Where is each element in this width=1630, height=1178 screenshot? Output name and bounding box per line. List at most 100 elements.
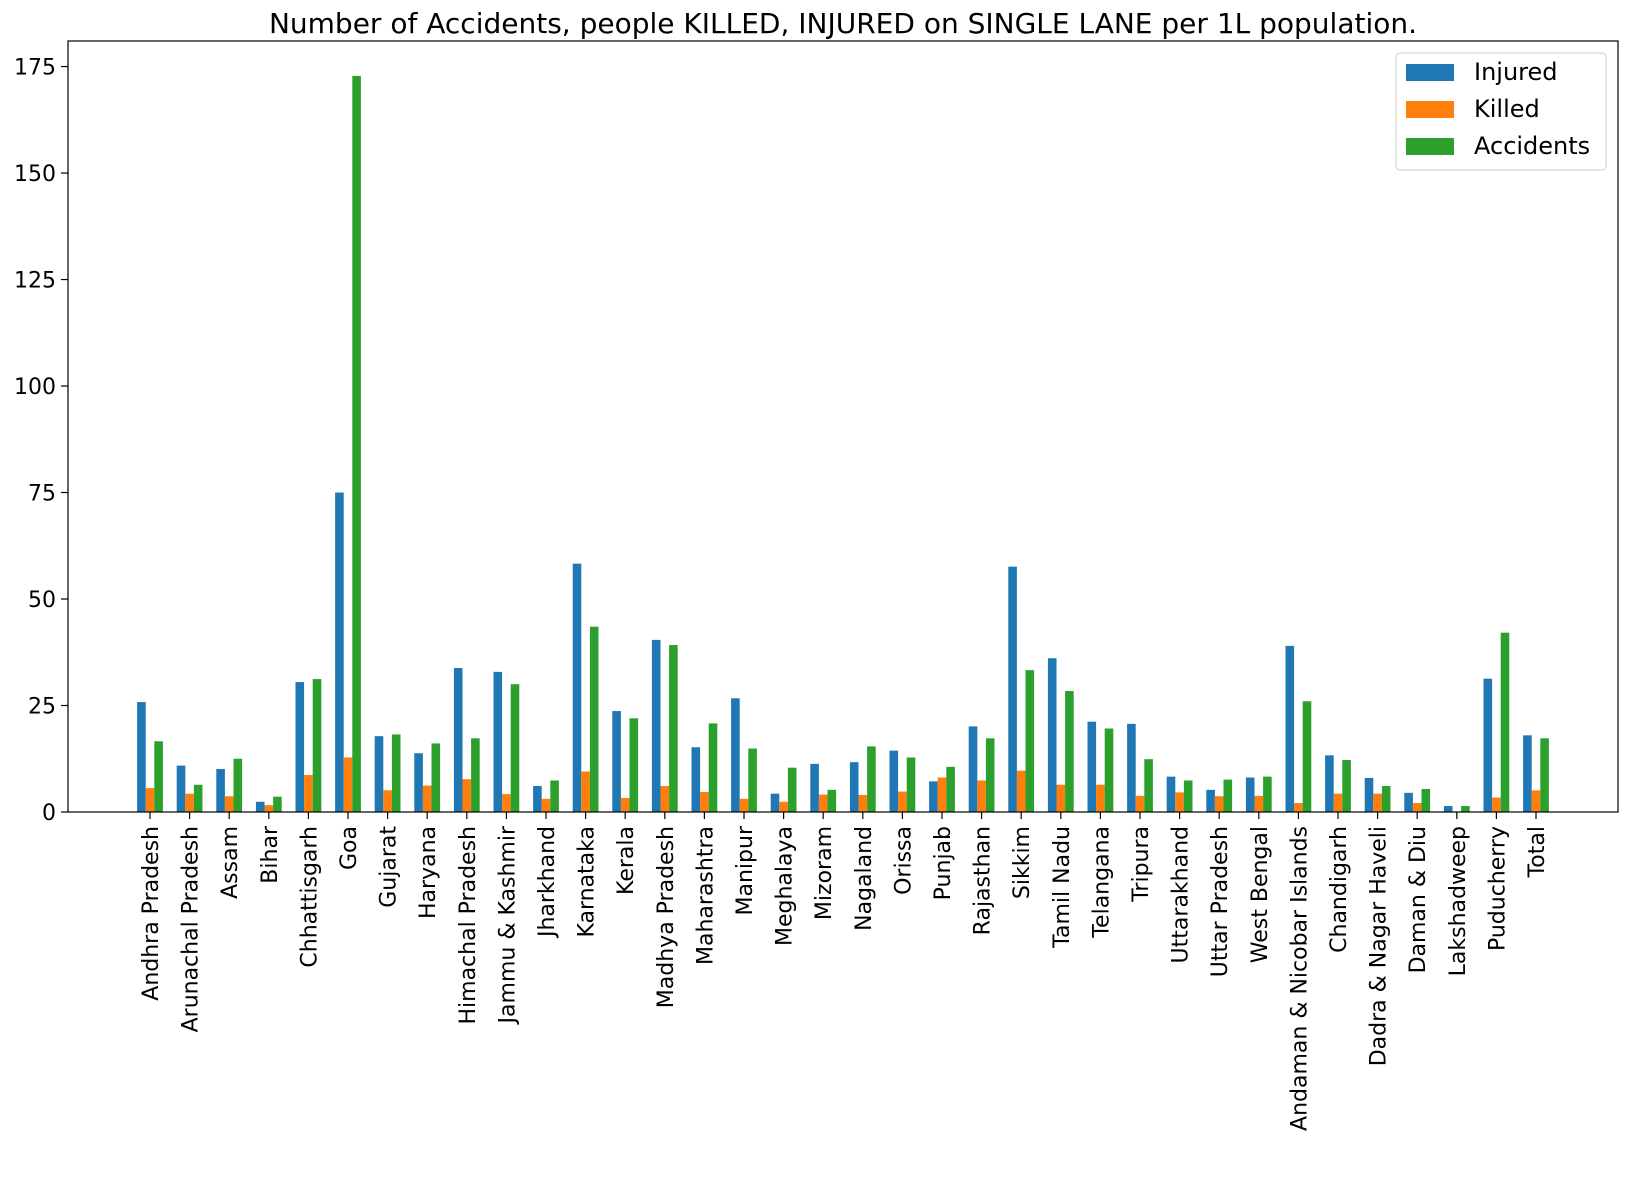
bar-injured-sikkim [1008, 566, 1017, 812]
plot-frame [67, 40, 1619, 813]
legend-swatch-accidents [1406, 138, 1454, 155]
x-tick-label-daman-and-diu: Daman & Diu [1406, 826, 1431, 973]
bar-injured-gujarat [374, 736, 384, 812]
bar-injured-himachal-pradesh [453, 668, 463, 812]
bar-killed-rajasthan [977, 780, 986, 812]
bar-injured-madhya-pradesh [651, 639, 661, 812]
legend-label-injured: Injured [1474, 58, 1558, 86]
bar-injured-karnataka [572, 563, 582, 812]
bar-accidents-chhattisgarh [312, 679, 322, 812]
x-tick-label-telangana: Telangana [1089, 826, 1114, 939]
bar-killed-daman-and-diu [1412, 803, 1422, 812]
bar-accidents-himachal-pradesh [471, 738, 480, 812]
bar-accidents-telangana [1104, 728, 1114, 812]
x-tick-label-goa: Goa [337, 826, 362, 870]
bar-injured-west-bengal [1245, 777, 1255, 812]
bar-injured-kerala [612, 711, 621, 812]
x-tick-label-lakshadweep: Lakshadweep [1446, 826, 1471, 976]
bar-injured-tripura [1127, 723, 1136, 812]
x-tick-label-kerala: Kerala [614, 826, 639, 895]
bar-accidents-meghalaya [787, 767, 797, 812]
bar-killed-tamil-nadu [1056, 784, 1066, 812]
y-axis: 0 25 50 75 100 125 150 175 [14, 56, 68, 826]
bar-killed-gujarat [383, 790, 392, 812]
bar-killed-chhattisgarh [304, 774, 313, 812]
x-tick-label-punjab: Punjab [931, 826, 956, 900]
bars-group [137, 75, 1549, 813]
x-tick-label-madhya-pradesh: Madhya Pradesh [654, 826, 679, 1008]
bar-killed-goa [343, 757, 353, 812]
bar-injured-andaman-and-nicobar-islands [1285, 645, 1295, 812]
bar-killed-orissa [898, 791, 907, 812]
y-tick-label-175: 175 [14, 56, 56, 81]
x-tick-label-himachal-pradesh: Himachal Pradesh [456, 826, 481, 1025]
x-tick-label-mizoram: Mizoram [812, 826, 837, 920]
x-tick-label-jharkhand: Jharkhand [535, 826, 560, 939]
x-tick-label-assam: Assam [218, 826, 243, 899]
bar-accidents-jammu-and-kashmir [510, 684, 520, 812]
bar-killed-haryana [422, 785, 432, 812]
bar-injured-lakshadweep [1443, 806, 1453, 812]
legend-label-killed: Killed [1474, 95, 1540, 123]
bar-accidents-madhya-pradesh [669, 645, 678, 812]
y-tick-label-75: 75 [28, 482, 56, 507]
bar-injured-assam [216, 768, 225, 812]
bar-accidents-bihar [273, 796, 282, 812]
x-tick-label-chandigarh: Chandigarh [1327, 826, 1352, 953]
bar-killed-andhra-pradesh [145, 788, 155, 812]
bar-killed-jharkhand [541, 798, 551, 812]
bar-killed-himachal-pradesh [462, 779, 472, 812]
x-tick-label-uttar-pradesh: Uttar Pradesh [1208, 826, 1233, 977]
bar-killed-dadra-and-nagar-haveli [1373, 793, 1382, 812]
bar-killed-arunachal-pradesh [185, 793, 194, 812]
y-tick-label-150: 150 [14, 162, 56, 187]
bar-accidents-total [1540, 738, 1549, 812]
bar-accidents-uttar-pradesh [1223, 779, 1233, 812]
bar-injured-mizoram [810, 763, 819, 812]
bar-accidents-manipur [748, 748, 757, 812]
x-tick-label-sikkim: Sikkim [1010, 826, 1035, 899]
bar-accidents-haryana [431, 743, 441, 812]
bar-injured-andhra-pradesh [137, 702, 146, 812]
x-tick-label-rajasthan: Rajasthan [971, 826, 996, 935]
bar-accidents-assam [233, 758, 243, 812]
bar-killed-meghalaya [779, 801, 788, 812]
bar-killed-chandigarh [1333, 793, 1343, 812]
x-tick-label-manipur: Manipur [733, 825, 758, 915]
bar-accidents-andaman-and-nicobar-islands [1302, 701, 1312, 812]
bar-injured-total [1523, 735, 1532, 812]
bar-killed-assam [224, 796, 234, 812]
x-tick-label-uttarakhand: Uttarakhand [1169, 826, 1194, 963]
bar-injured-dadra-and-nagar-haveli [1364, 777, 1374, 812]
bar-killed-puducherry [1492, 797, 1501, 812]
bar-injured-manipur [731, 698, 740, 812]
bar-accidents-puducherry [1500, 632, 1510, 812]
bar-killed-punjab [937, 777, 947, 812]
bar-accidents-daman-and-diu [1421, 789, 1431, 812]
bar-killed-telangana [1096, 784, 1105, 812]
x-tick-label-nagaland: Nagaland [852, 826, 877, 931]
bar-accidents-orissa [906, 757, 916, 812]
bar-accidents-lakshadweep [1461, 806, 1470, 812]
bar-killed-jammu-and-kashmir [502, 794, 511, 812]
x-tick-label-haryana: Haryana [416, 826, 441, 919]
bar-killed-karnataka [581, 771, 590, 812]
x-tick-label-orissa: Orissa [891, 826, 916, 895]
legend-swatch-injured [1406, 64, 1454, 81]
x-tick-label-tripura: Tripura [1129, 826, 1154, 903]
bar-accidents-goa [352, 75, 361, 813]
bar-killed-total [1531, 790, 1541, 812]
bar-killed-west-bengal [1254, 795, 1264, 812]
x-tick-label-meghalaya: Meghalaya [773, 826, 798, 946]
bar-injured-uttarakhand [1166, 776, 1176, 812]
bar-accidents-sikkim [1025, 670, 1035, 812]
legend-swatch-killed [1406, 101, 1454, 118]
bar-injured-puducherry [1483, 678, 1493, 812]
y-tick-label-0: 0 [42, 801, 56, 826]
x-tick-label-andhra-pradesh: Andhra Pradesh [139, 826, 164, 1001]
x-tick-label-bihar: Bihar [258, 825, 283, 884]
bar-killed-tripura [1135, 795, 1145, 812]
x-tick-label-tamil-nadu: Tamil Nadu [1050, 826, 1075, 949]
x-tick-label-maharashtra: Maharashtra [693, 826, 718, 965]
bar-accidents-jharkhand [550, 780, 559, 812]
